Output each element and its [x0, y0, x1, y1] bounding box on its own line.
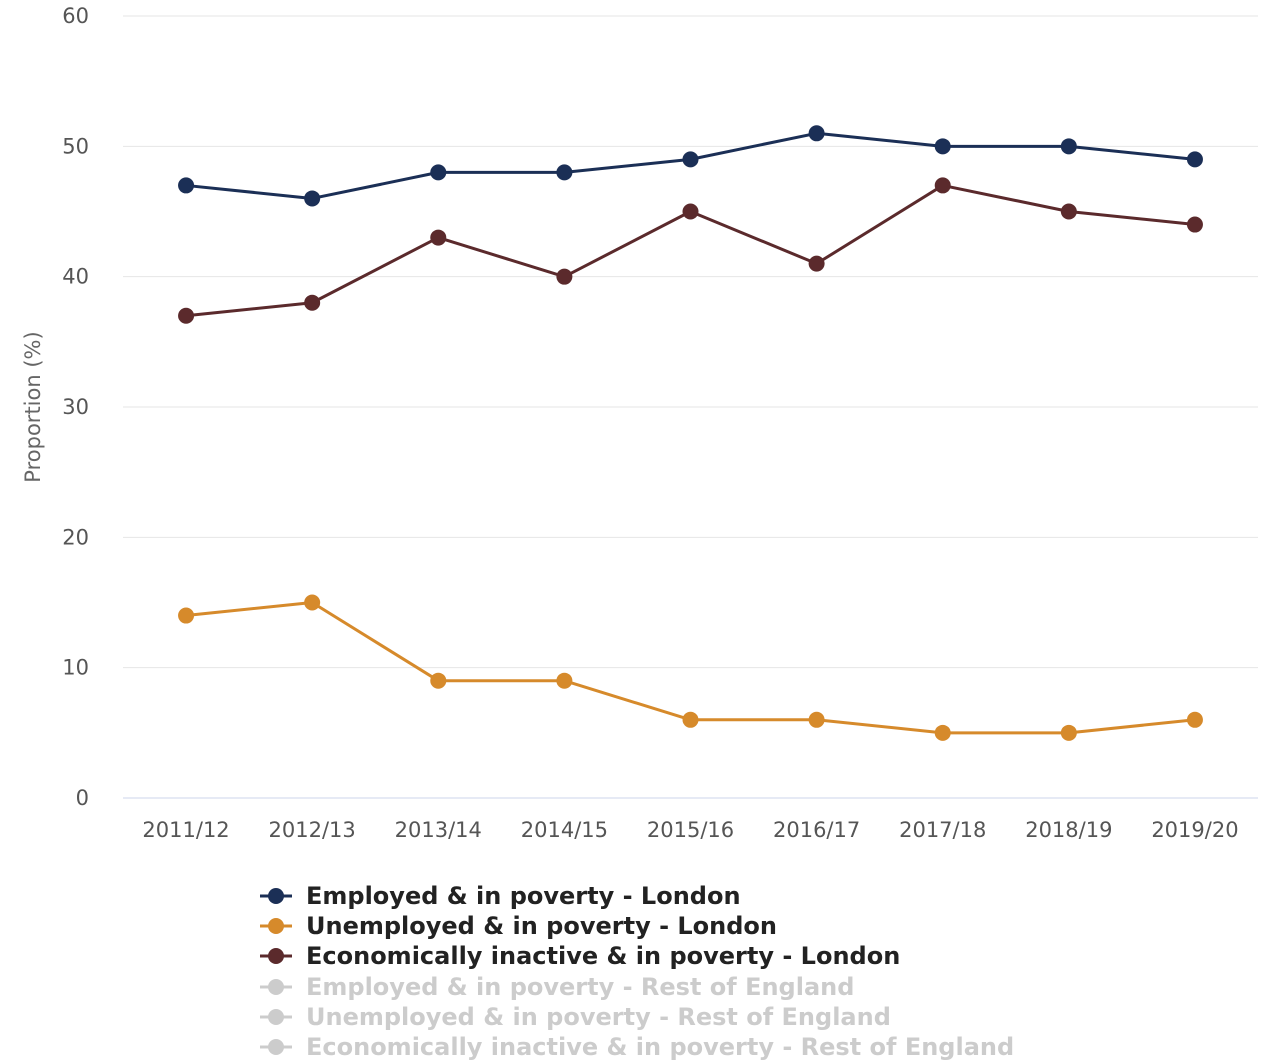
legend-label: Economically inactive & in poverty - Lon… — [306, 942, 901, 971]
y-tick-label: 40 — [62, 265, 89, 289]
legend-marker-icon — [260, 948, 292, 965]
y-tick-label: 30 — [62, 395, 89, 419]
data-point[interactable] — [1060, 138, 1077, 155]
data-point[interactable] — [1186, 151, 1203, 168]
y-tick-label: 60 — [62, 4, 89, 28]
legend-item[interactable]: Unemployed & in poverty - London — [258, 911, 1014, 941]
series-0[interactable] — [178, 125, 1203, 207]
data-point[interactable] — [934, 724, 951, 741]
legend-item[interactable]: Economically inactive & in poverty - Lon… — [258, 941, 1014, 971]
data-point[interactable] — [682, 203, 699, 220]
legend-item[interactable]: Unemployed & in poverty - Rest of Englan… — [258, 1002, 1014, 1032]
data-point[interactable] — [304, 594, 321, 611]
x-tick-label: 2013/14 — [395, 818, 482, 842]
y-tick-label: 50 — [62, 134, 89, 158]
data-point[interactable] — [556, 268, 573, 285]
x-tick-label: 2017/18 — [899, 818, 986, 842]
series-1[interactable] — [178, 594, 1203, 741]
legend-label: Economically inactive & in poverty - Res… — [306, 1033, 1015, 1062]
legend-label: Unemployed & in poverty - London — [306, 912, 777, 941]
data-point[interactable] — [556, 164, 573, 181]
data-point[interactable] — [430, 672, 447, 689]
legend-item[interactable]: Employed & in poverty - Rest of England — [258, 972, 1014, 1002]
legend-marker-icon — [260, 888, 292, 905]
legend-marker-icon — [260, 918, 292, 935]
x-tick-label: 2016/17 — [773, 818, 860, 842]
data-point[interactable] — [934, 138, 951, 155]
line-chart: 0 10 20 30 40 50 60 2011/12 2012/13 2013/14 2014/… — [21, 4, 1258, 842]
gridlines — [123, 15, 1258, 799]
x-tick-label: 2019/20 — [1151, 818, 1238, 842]
data-point[interactable] — [808, 711, 825, 728]
x-tick-label: 2012/13 — [269, 818, 356, 842]
data-point[interactable] — [304, 294, 321, 311]
data-point[interactable] — [1186, 216, 1203, 233]
data-point[interactable] — [808, 125, 825, 142]
data-point[interactable] — [178, 307, 195, 324]
data-point[interactable] — [304, 190, 321, 207]
data-point[interactable] — [178, 177, 195, 194]
legend-marker-icon — [260, 1008, 292, 1025]
y-tick-label: 10 — [62, 656, 89, 680]
series-2[interactable] — [178, 177, 1203, 324]
y-tick-label: 20 — [62, 525, 89, 549]
legend: Employed & in poverty - London Unemployed… — [258, 881, 1014, 1062]
data-point[interactable] — [178, 607, 195, 624]
legend-label: Employed & in poverty - Rest of England — [306, 972, 855, 1001]
y-tick-label: 0 — [76, 786, 89, 810]
legend-label: Employed & in poverty - London — [306, 882, 741, 911]
y-axis-title: Proportion (%) — [21, 331, 45, 482]
x-tick-label: 2014/15 — [521, 818, 608, 842]
data-point[interactable] — [430, 164, 447, 181]
data-point[interactable] — [1060, 724, 1077, 741]
legend-item[interactable]: Employed & in poverty - London — [258, 881, 1014, 911]
legend-label: Unemployed & in poverty - Rest of Englan… — [306, 1002, 891, 1031]
y-axis-tick-labels: 0 10 20 30 40 50 60 — [62, 4, 89, 810]
data-point[interactable] — [556, 672, 573, 689]
data-point[interactable] — [682, 151, 699, 168]
x-tick-label: 2015/16 — [647, 818, 734, 842]
x-axis-tick-labels: 2011/12 2012/13 2013/14 2014/15 2015/16 2016/… — [142, 818, 1238, 842]
x-tick-label: 2011/12 — [142, 818, 229, 842]
series-layer — [178, 125, 1203, 741]
x-tick-label: 2018/19 — [1025, 818, 1112, 842]
legend-item[interactable]: Economically inactive & in poverty - Res… — [258, 1032, 1014, 1062]
legend-marker-icon — [260, 1039, 292, 1056]
data-point[interactable] — [682, 711, 699, 728]
data-point[interactable] — [1186, 711, 1203, 728]
data-point[interactable] — [934, 177, 951, 194]
data-point[interactable] — [430, 229, 447, 246]
data-point[interactable] — [808, 255, 825, 272]
data-point[interactable] — [1060, 203, 1077, 220]
legend-marker-icon — [260, 978, 292, 995]
